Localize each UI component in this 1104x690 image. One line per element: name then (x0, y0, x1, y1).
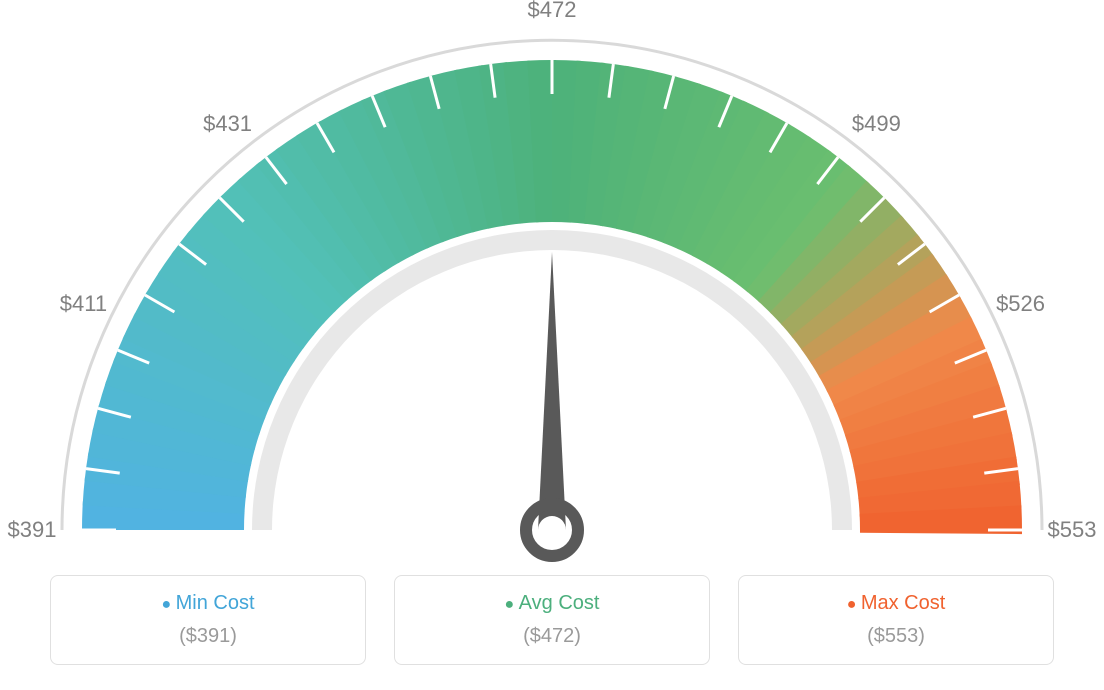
gauge-tick-label: $411 (60, 291, 107, 317)
legend-max-value: ($553) (749, 625, 1043, 648)
legend-avg-label: Avg Cost (405, 592, 699, 615)
gauge-tick-label: $553 (1048, 517, 1097, 543)
gauge-tick-label: $526 (996, 291, 1045, 317)
legend-max-label: Max Cost (749, 592, 1043, 615)
gauge-tick-label: $391 (8, 517, 57, 543)
gauge-tick-label: $499 (852, 111, 901, 137)
cost-gauge-chart: $391$411$431$472$499$526$553 (0, 10, 1104, 570)
legend-avg-value: ($472) (405, 625, 699, 648)
legend-min-value: ($391) (61, 625, 355, 648)
gauge-tick-label: $472 (528, 0, 577, 23)
legend-card-min: Min Cost ($391) (50, 575, 366, 665)
gauge-svg (0, 10, 1104, 570)
legend-card-avg: Avg Cost ($472) (394, 575, 710, 665)
legend-card-max: Max Cost ($553) (738, 575, 1054, 665)
legend-min-label: Min Cost (61, 592, 355, 615)
legend-row: Min Cost ($391) Avg Cost ($472) Max Cost… (50, 575, 1054, 665)
gauge-tick-label: $431 (203, 111, 252, 137)
